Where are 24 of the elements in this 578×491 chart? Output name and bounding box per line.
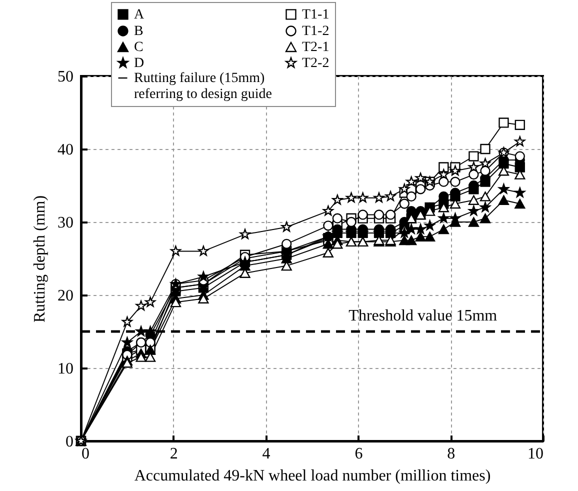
legend-label: T2-1 [302, 40, 330, 55]
legend-label: Rutting failure (15mm) referring to design guide [134, 71, 272, 102]
legend-label: T1-1 [302, 7, 330, 22]
legend-label: D [134, 56, 144, 71]
legend-label: B [134, 24, 144, 39]
legend-label: T1-2 [302, 24, 330, 39]
x-tick-label: 4 [262, 446, 270, 462]
y-tick-label: 50 [58, 68, 74, 86]
y-tick-label: 40 [58, 142, 74, 158]
x-axis-title: Accumulated 49-kN wheel load number (million times) [134, 468, 491, 484]
y-tick-label: 10 [58, 360, 74, 378]
legend-label: T2-2 [302, 56, 330, 71]
y-tick-label: 30 [58, 214, 74, 232]
x-tick-label: 0 [82, 446, 90, 462]
y-axis-title: Rutting depth (mm) [32, 195, 48, 323]
x-tick-label: 6 [354, 446, 363, 462]
x-tick-label: 10 [528, 446, 544, 462]
y-tick-label: 20 [58, 288, 74, 304]
legend-label: A [134, 7, 145, 22]
x-tick-label: 2 [170, 446, 178, 462]
y-tick-label: 0 [66, 434, 74, 450]
x-tick-label: 8 [447, 446, 456, 462]
annotation: Threshold value 15mm [348, 308, 498, 324]
legend-label: C [134, 40, 144, 55]
